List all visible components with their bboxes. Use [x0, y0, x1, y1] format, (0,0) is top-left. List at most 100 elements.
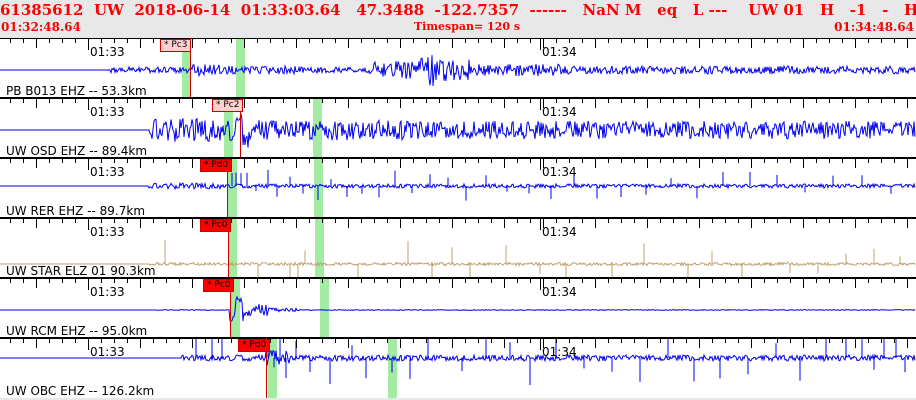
axis-tick-major — [907, 338, 908, 348]
axis-tick-labeled — [88, 158, 89, 170]
axis-tick-major — [803, 38, 804, 48]
axis-tick-minor — [114, 278, 115, 283]
axis-tick-minor — [387, 278, 388, 283]
station-label[interactable]: UW OSD EHZ -- 89.4km — [6, 144, 148, 158]
station-label[interactable]: UW STAR ELZ 01 90.3km — [6, 264, 156, 278]
phase-pick-line[interactable] — [228, 218, 229, 278]
waveform-path — [0, 349, 916, 366]
axis-tick-major — [504, 338, 505, 348]
axis-tick-major — [751, 278, 752, 288]
station-label[interactable]: PB B013 EHZ -- 53.3km — [6, 84, 147, 98]
trace-panel-rer[interactable]: 01:33 01:34 * Pd0 UW RER EHZ -- 89.7km — [0, 158, 916, 218]
axis-tick-minor — [153, 218, 154, 223]
panel-separator — [0, 97, 916, 98]
phase-pick-line[interactable] — [230, 278, 231, 338]
axis-tick-minor — [634, 38, 635, 43]
axis-tick-minor — [309, 338, 310, 343]
trace-panel-star[interactable]: 01:33 01:34 * Pc0 UW STAR ELZ 01 90.3km — [0, 218, 916, 278]
axis-tick-minor — [114, 158, 115, 163]
event-type: eq — [657, 1, 678, 19]
phase-pick-label[interactable]: * Pd0 — [238, 339, 271, 352]
axis-tick-minor — [621, 218, 622, 223]
axis-tick-minor — [23, 278, 24, 283]
station-label[interactable]: UW RCM EHZ -- 95.0km — [6, 324, 148, 338]
axis-tick-major — [543, 38, 544, 48]
phase-pick-line[interactable] — [227, 158, 228, 218]
axis-tick-minor — [673, 38, 674, 43]
axis-tick-major — [296, 278, 297, 288]
trace-panel-rcm[interactable]: 01:33 01:34 * Pc0 UW RCM EHZ -- 95.0km — [0, 278, 916, 338]
axis-tick-minor — [322, 278, 323, 283]
coda-window-band — [315, 218, 324, 278]
axis-tick-major — [504, 158, 505, 168]
axis-tick-minor — [10, 38, 11, 43]
axis-tick-minor — [322, 38, 323, 43]
trace-panel-obc[interactable]: 01:33 01:34 * Pd0 UW OBC EHZ -- 126.2km — [0, 338, 916, 398]
axis-tick-major — [803, 158, 804, 168]
axis-tick-major — [907, 98, 908, 108]
axis-tick-major — [140, 158, 141, 168]
axis-tick-minor — [374, 98, 375, 103]
axis-tick-minor — [816, 338, 817, 343]
axis-tick-minor — [829, 218, 830, 223]
axis-tick-minor — [634, 218, 635, 223]
axis-tick-minor — [270, 338, 271, 343]
axis-baseline — [0, 278, 916, 279]
phase-pick-label[interactable]: * Pc0 — [200, 219, 232, 232]
phase-pick-label[interactable]: * Pc3 — [160, 39, 192, 52]
axis-tick-minor — [153, 38, 154, 43]
axis-tick-minor — [426, 278, 427, 283]
phase-pick-label[interactable]: * Pd0 — [200, 159, 233, 172]
axis-tick-minor — [790, 218, 791, 223]
axis-tick-minor — [881, 98, 882, 103]
axis-tick-major — [192, 98, 193, 108]
axis-tick-minor — [712, 38, 713, 43]
station-label[interactable]: UW OBC EHZ -- 126.2km — [6, 384, 155, 398]
axis-tick-minor — [868, 158, 869, 163]
axis-tick-minor — [491, 218, 492, 223]
axis-tick-major — [244, 218, 245, 228]
axis-tick-minor — [49, 98, 50, 103]
phase-pick-line[interactable] — [240, 98, 241, 158]
axis-tick-minor — [465, 158, 466, 163]
axis-tick-major — [504, 278, 505, 288]
axis-tick-major — [907, 218, 908, 228]
station-label[interactable]: UW RER EHZ -- 89.7km — [6, 204, 146, 218]
axis-tick-major — [36, 38, 37, 48]
axis-tick-minor — [114, 38, 115, 43]
axis-tick-major — [751, 98, 752, 108]
trace-panel-b013[interactable]: 01:33 01:34 * Pc3 PB B013 EHZ -- 53.3km — [0, 38, 916, 98]
event-source: UW 01 — [748, 1, 805, 19]
axis-tick-major — [296, 38, 297, 48]
axis-tick-minor — [270, 278, 271, 283]
axis-tick-minor — [686, 218, 687, 223]
axis-tick-minor — [361, 38, 362, 43]
phase-pick-line[interactable] — [266, 338, 267, 398]
axis-tick-minor — [790, 158, 791, 163]
trace-panel-osd[interactable]: 01:33 01:34 * Pc2 UW OSD EHZ -- 89.4km — [0, 98, 916, 158]
axis-tick-minor — [283, 98, 284, 103]
phase-pick-label[interactable]: * Pc0 — [203, 279, 235, 292]
axis-tick-minor — [283, 158, 284, 163]
axis-tick-minor — [62, 338, 63, 343]
axis-tick-minor — [218, 338, 219, 343]
axis-tick-minor — [335, 278, 336, 283]
axis-tick-minor — [62, 158, 63, 163]
axis-tick-minor — [491, 98, 492, 103]
axis-tick-minor — [322, 218, 323, 223]
phase-pick-label[interactable]: * Pc2 — [212, 99, 244, 112]
axis-tick-minor — [478, 278, 479, 283]
axis-tick-minor — [894, 338, 895, 343]
axis-tick-minor — [101, 98, 102, 103]
waveform-b013 — [0, 55, 916, 87]
axis-tick-minor — [582, 98, 583, 103]
axis-tick-major — [751, 338, 752, 348]
axis-tick-major — [192, 158, 193, 168]
axis-tick-minor — [764, 278, 765, 283]
phase-pick-line[interactable] — [190, 38, 191, 98]
axis-time-label: 01:33 — [90, 225, 125, 239]
axis-tick-major — [504, 98, 505, 108]
axis-tick-major — [751, 38, 752, 48]
axis-tick-minor — [660, 218, 661, 223]
axis-tick-minor — [842, 158, 843, 163]
